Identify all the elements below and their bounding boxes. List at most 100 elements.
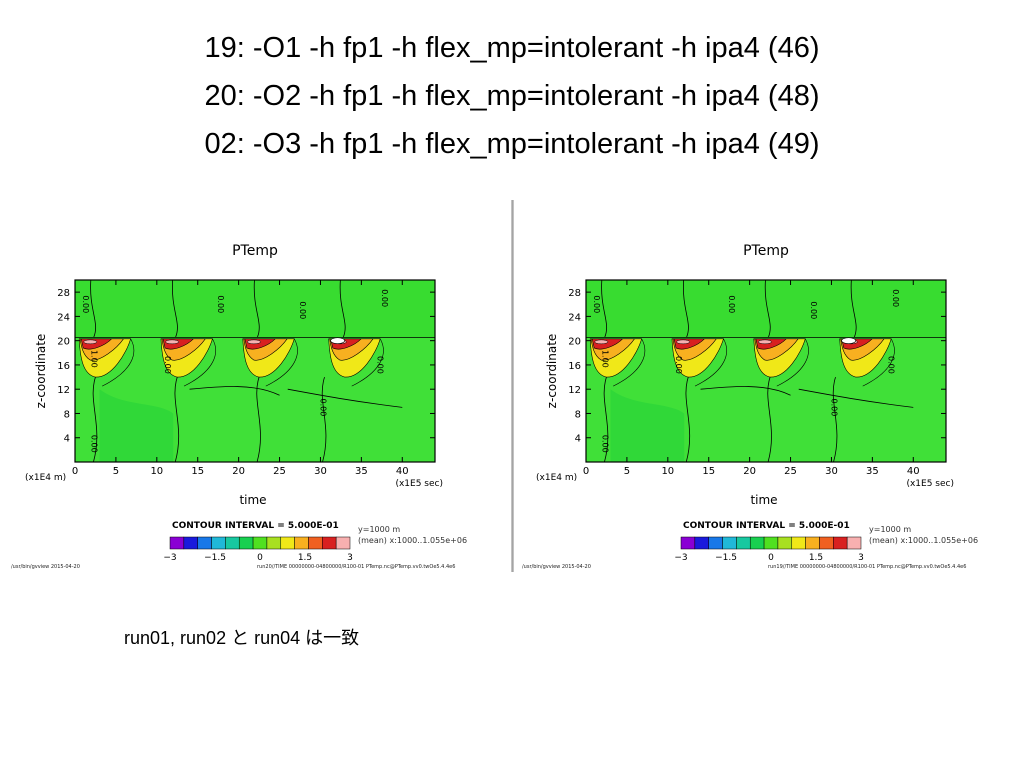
y-tick-label: 20 <box>568 337 581 348</box>
colorbar-swatch <box>680 536 696 550</box>
upper-contour-line <box>764 280 771 338</box>
colorbar-swatch <box>322 536 337 550</box>
x-tick-label: 35 <box>866 466 879 477</box>
contour-label: 0.00 <box>727 295 736 313</box>
colorbar-swatch <box>791 536 806 550</box>
contour-label: 0.00 <box>891 289 900 307</box>
white-spot <box>841 337 856 344</box>
x-tick-label: 20 <box>232 466 245 477</box>
colorbar-swatch <box>708 536 723 550</box>
x-tick-label: 20 <box>743 466 756 477</box>
x-tick-label: 10 <box>150 466 163 477</box>
contour-interval-label: CONTOUR INTERVAL = 5.000E-01 <box>683 521 850 531</box>
contour-label: 0.00 <box>592 295 601 313</box>
x-tick-label: 30 <box>825 466 838 477</box>
colorbar-tick-label: −3 <box>163 553 176 563</box>
contour-label: 0.00 <box>318 398 327 416</box>
contour-label: 0.00 <box>380 289 389 307</box>
upper-contour-line <box>172 280 178 338</box>
lower-contour-line <box>92 376 98 462</box>
contour-label: 0.00 <box>809 301 818 319</box>
plume-core <box>676 339 691 345</box>
field-layer: 0.00 0.00 0.00 0.00 1.00 0.00 0.00 0.00 0.00 <box>586 280 946 462</box>
y-tick-label: 28 <box>57 288 70 299</box>
upper-band <box>586 280 946 338</box>
y-tick-label: 16 <box>568 361 581 372</box>
y-axis-label: z-coordinate <box>545 334 559 409</box>
footer-right: run20//TIME 00000000-04800000/R100-01 PT… <box>257 564 455 570</box>
colorbar-tick-label: 3 <box>858 553 864 563</box>
plume-fringe-line <box>102 338 135 387</box>
plume-core <box>758 339 772 345</box>
contour-label: 0.00 <box>216 295 225 313</box>
colorbar-swatch <box>777 536 793 550</box>
contour-interval-label: CONTOUR INTERVAL = 5.000E-01 <box>172 521 339 531</box>
colorbar-swatch <box>694 536 709 550</box>
contour-line-mid <box>700 386 791 396</box>
y-tick-label: 12 <box>568 385 581 396</box>
y-tick-label: 16 <box>57 361 70 372</box>
colorbar-tick-label: 0 <box>768 553 774 563</box>
plume-fringe-line <box>183 338 216 387</box>
colorbar-swatch <box>819 536 834 550</box>
x-tick-label: 35 <box>355 466 368 477</box>
lower-region <box>610 389 685 462</box>
chart-panel-right: PTemp 0.00 0.00 0.00 0.00 1.00 0.00 0.00 0.00 0.0… <box>516 200 1024 572</box>
y-axis-label: z-coordinate <box>34 334 48 409</box>
x-tick-label: 0 <box>583 466 589 477</box>
upper-contour-line <box>90 280 96 338</box>
upper-contour-line <box>850 280 857 338</box>
colorbar-swatch <box>763 536 779 550</box>
colorbar-swatch <box>749 536 765 550</box>
footer-right: run19//TIME 00000000-04800000/R100-01 PT… <box>768 564 966 570</box>
contour-line-right <box>798 388 914 408</box>
contour-label: 0.00 <box>887 356 896 374</box>
title-line-1: 19: -O1 -h fp1 -h flex_mp=intolerant -h … <box>204 32 820 64</box>
x-axis-label: time <box>239 493 266 507</box>
footer-left: /usr/bin/gvview 2015-04-20 <box>11 564 80 570</box>
plot-frame <box>74 279 436 463</box>
contour-label: 0.00 <box>674 356 683 374</box>
y-tick-label: 20 <box>57 337 70 348</box>
y-tick-label: 8 <box>575 409 581 420</box>
colorbar-swatch <box>280 536 295 550</box>
contour-line-mid <box>189 386 280 396</box>
contour-label: 0.00 <box>829 398 838 416</box>
contour-label: 0.00 <box>376 356 385 374</box>
colorbar-tick-label: −1.5 <box>204 553 226 563</box>
info-line: y=1000 m <box>869 525 911 534</box>
panel-divider <box>511 200 514 572</box>
x-tick-label: 25 <box>784 466 797 477</box>
slide-title: 19: -O1 -h fp1 -h flex_mp=intolerant -h … <box>0 24 1024 168</box>
x-tick-label: 5 <box>624 466 630 477</box>
lower-contour-line <box>321 376 327 462</box>
white-spot <box>330 337 345 344</box>
lower-contour-line <box>832 376 838 462</box>
contour-label: 0.00 <box>89 435 98 453</box>
info-line: (mean) x:1000..1.055e+06 <box>358 536 467 545</box>
colorbar-swatch <box>294 536 309 550</box>
lower-contour-line <box>767 376 772 462</box>
y-tick-label: 24 <box>568 312 581 323</box>
title-line-3: 02: -O3 -h fp1 -h flex_mp=intolerant -h … <box>204 128 820 160</box>
colorbar-swatch <box>225 536 240 550</box>
y-tick-label: 28 <box>568 288 581 299</box>
lower-contour-line <box>685 376 691 462</box>
y-tick-label: 8 <box>64 409 70 420</box>
colorbar-swatch <box>169 536 185 550</box>
contour-label: 0.00 <box>600 435 609 453</box>
plume-fringe-line <box>613 338 646 387</box>
colorbar-tick-label: 0 <box>257 553 263 563</box>
info-line: (mean) x:1000..1.055e+06 <box>869 536 978 545</box>
slide-note: run01, run02 と run04 は一致 <box>124 628 360 648</box>
x-axis-label: time <box>750 493 777 507</box>
contour-label: 0.00 <box>163 356 172 374</box>
x-unit-label: (x1E5 sec) <box>906 479 954 489</box>
chart-panel-left: PTemp 0.00 0.00 0.00 0.00 1.00 0.00 0.00 0.00 0.0… <box>5 200 515 572</box>
plume-core <box>247 339 261 345</box>
colorbar-swatch <box>238 536 254 550</box>
upper-band <box>75 280 435 338</box>
x-tick-label: 5 <box>113 466 119 477</box>
